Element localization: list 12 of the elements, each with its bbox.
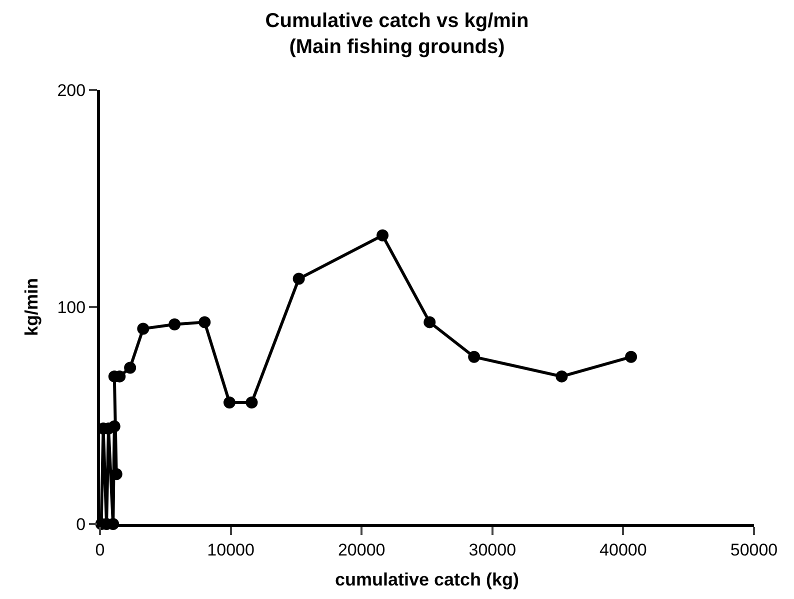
x-tick-label: 10000 — [207, 540, 254, 560]
x-tick-label: 50000 — [730, 540, 778, 560]
y-tick-label: 0 — [76, 514, 86, 534]
chart-title: Cumulative catch vs kg/min (Main fishing grounds) — [265, 10, 529, 58]
x-axis-title: cumulative catch (kg) — [334, 570, 520, 590]
y-tick-label: 100 — [57, 298, 86, 317]
x-tick-label: 20000 — [338, 540, 386, 560]
x-tick-label: 30000 — [468, 540, 516, 560]
x-tick-label: 0 — [95, 540, 105, 560]
y-tick-label: 200 — [57, 80, 86, 100]
x-tick-label: 40000 — [600, 540, 647, 560]
y-axis-title: kg/min — [21, 278, 42, 336]
